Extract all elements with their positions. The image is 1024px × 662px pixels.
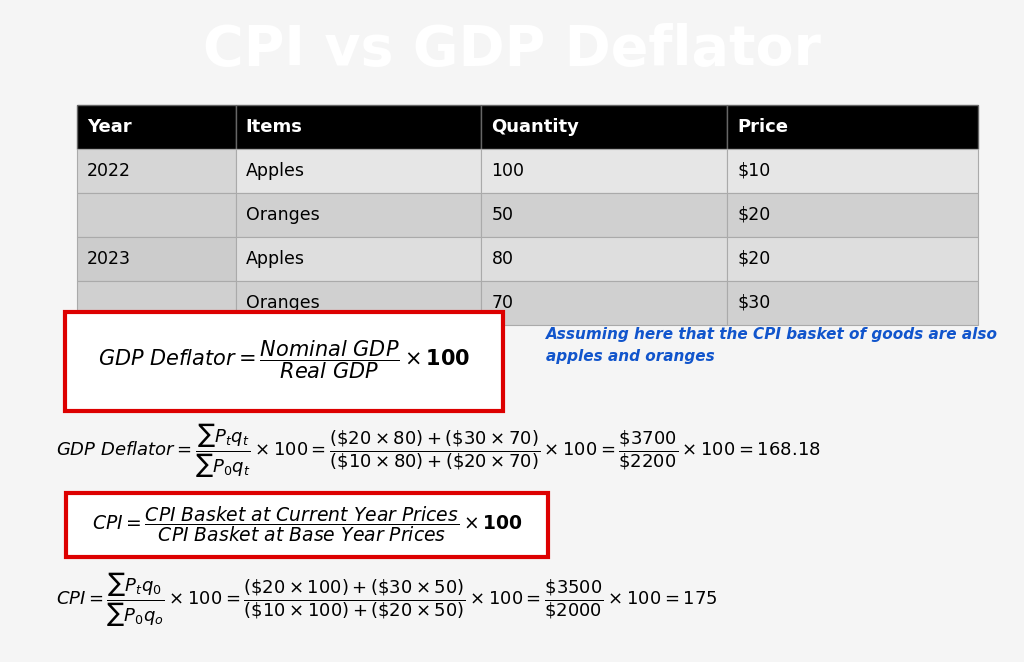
FancyBboxPatch shape <box>77 237 236 281</box>
Text: $20: $20 <box>737 206 770 224</box>
Text: 2023: 2023 <box>87 250 131 268</box>
FancyBboxPatch shape <box>66 312 503 410</box>
Text: $\mathit{CPI} = \dfrac{\sum P_t q_0}{\sum P_0 q_o} \times 100 = \dfrac{(\$20 \ti: $\mathit{CPI} = \dfrac{\sum P_t q_0}{\su… <box>55 571 717 629</box>
FancyBboxPatch shape <box>481 193 727 237</box>
Text: $10: $10 <box>737 162 770 180</box>
Text: Assuming here that the CPI basket of goods are also
apples and oranges: Assuming here that the CPI basket of goo… <box>547 327 998 364</box>
Text: $30: $30 <box>737 294 770 312</box>
Text: $\mathit{CPI} = \dfrac{\mathit{CPI\ Basket\ at\ Current\ Year\ Prices}}{\mathit{: $\mathit{CPI} = \dfrac{\mathit{CPI\ Bask… <box>92 504 522 544</box>
Text: $\mathit{GDP\ Deflator} = \dfrac{\sum P_t q_t}{\sum P_0 q_t} \times 100 = \dfrac: $\mathit{GDP\ Deflator} = \dfrac{\sum P_… <box>55 422 820 480</box>
FancyBboxPatch shape <box>236 105 481 149</box>
FancyBboxPatch shape <box>727 149 978 193</box>
Text: 70: 70 <box>492 294 513 312</box>
FancyBboxPatch shape <box>481 281 727 325</box>
Text: 80: 80 <box>492 250 513 268</box>
Text: Price: Price <box>737 118 788 136</box>
Text: $\mathit{GDP\ Deflator} = \dfrac{\mathit{Nominal\ GDP}}{\mathit{Real\ GDP}} \tim: $\mathit{GDP\ Deflator} = \dfrac{\mathit… <box>98 338 470 381</box>
Text: Year: Year <box>87 118 132 136</box>
Text: 100: 100 <box>492 162 524 180</box>
Text: Quantity: Quantity <box>492 118 580 136</box>
Text: Oranges: Oranges <box>246 206 319 224</box>
FancyBboxPatch shape <box>67 493 548 557</box>
FancyBboxPatch shape <box>727 105 978 149</box>
FancyBboxPatch shape <box>236 193 481 237</box>
FancyBboxPatch shape <box>77 281 236 325</box>
FancyBboxPatch shape <box>236 237 481 281</box>
FancyBboxPatch shape <box>481 105 727 149</box>
FancyBboxPatch shape <box>481 237 727 281</box>
FancyBboxPatch shape <box>481 149 727 193</box>
FancyBboxPatch shape <box>727 193 978 237</box>
FancyBboxPatch shape <box>77 105 236 149</box>
Text: Apples: Apples <box>246 162 305 180</box>
Text: $20: $20 <box>737 250 770 268</box>
FancyBboxPatch shape <box>77 149 236 193</box>
FancyBboxPatch shape <box>236 149 481 193</box>
Text: 2022: 2022 <box>87 162 131 180</box>
FancyBboxPatch shape <box>236 281 481 325</box>
FancyBboxPatch shape <box>77 193 236 237</box>
Text: Items: Items <box>246 118 303 136</box>
FancyBboxPatch shape <box>727 237 978 281</box>
Text: Apples: Apples <box>246 250 305 268</box>
FancyBboxPatch shape <box>727 281 978 325</box>
Text: 50: 50 <box>492 206 513 224</box>
Text: CPI vs GDP Deflator: CPI vs GDP Deflator <box>203 23 821 77</box>
Text: Oranges: Oranges <box>246 294 319 312</box>
